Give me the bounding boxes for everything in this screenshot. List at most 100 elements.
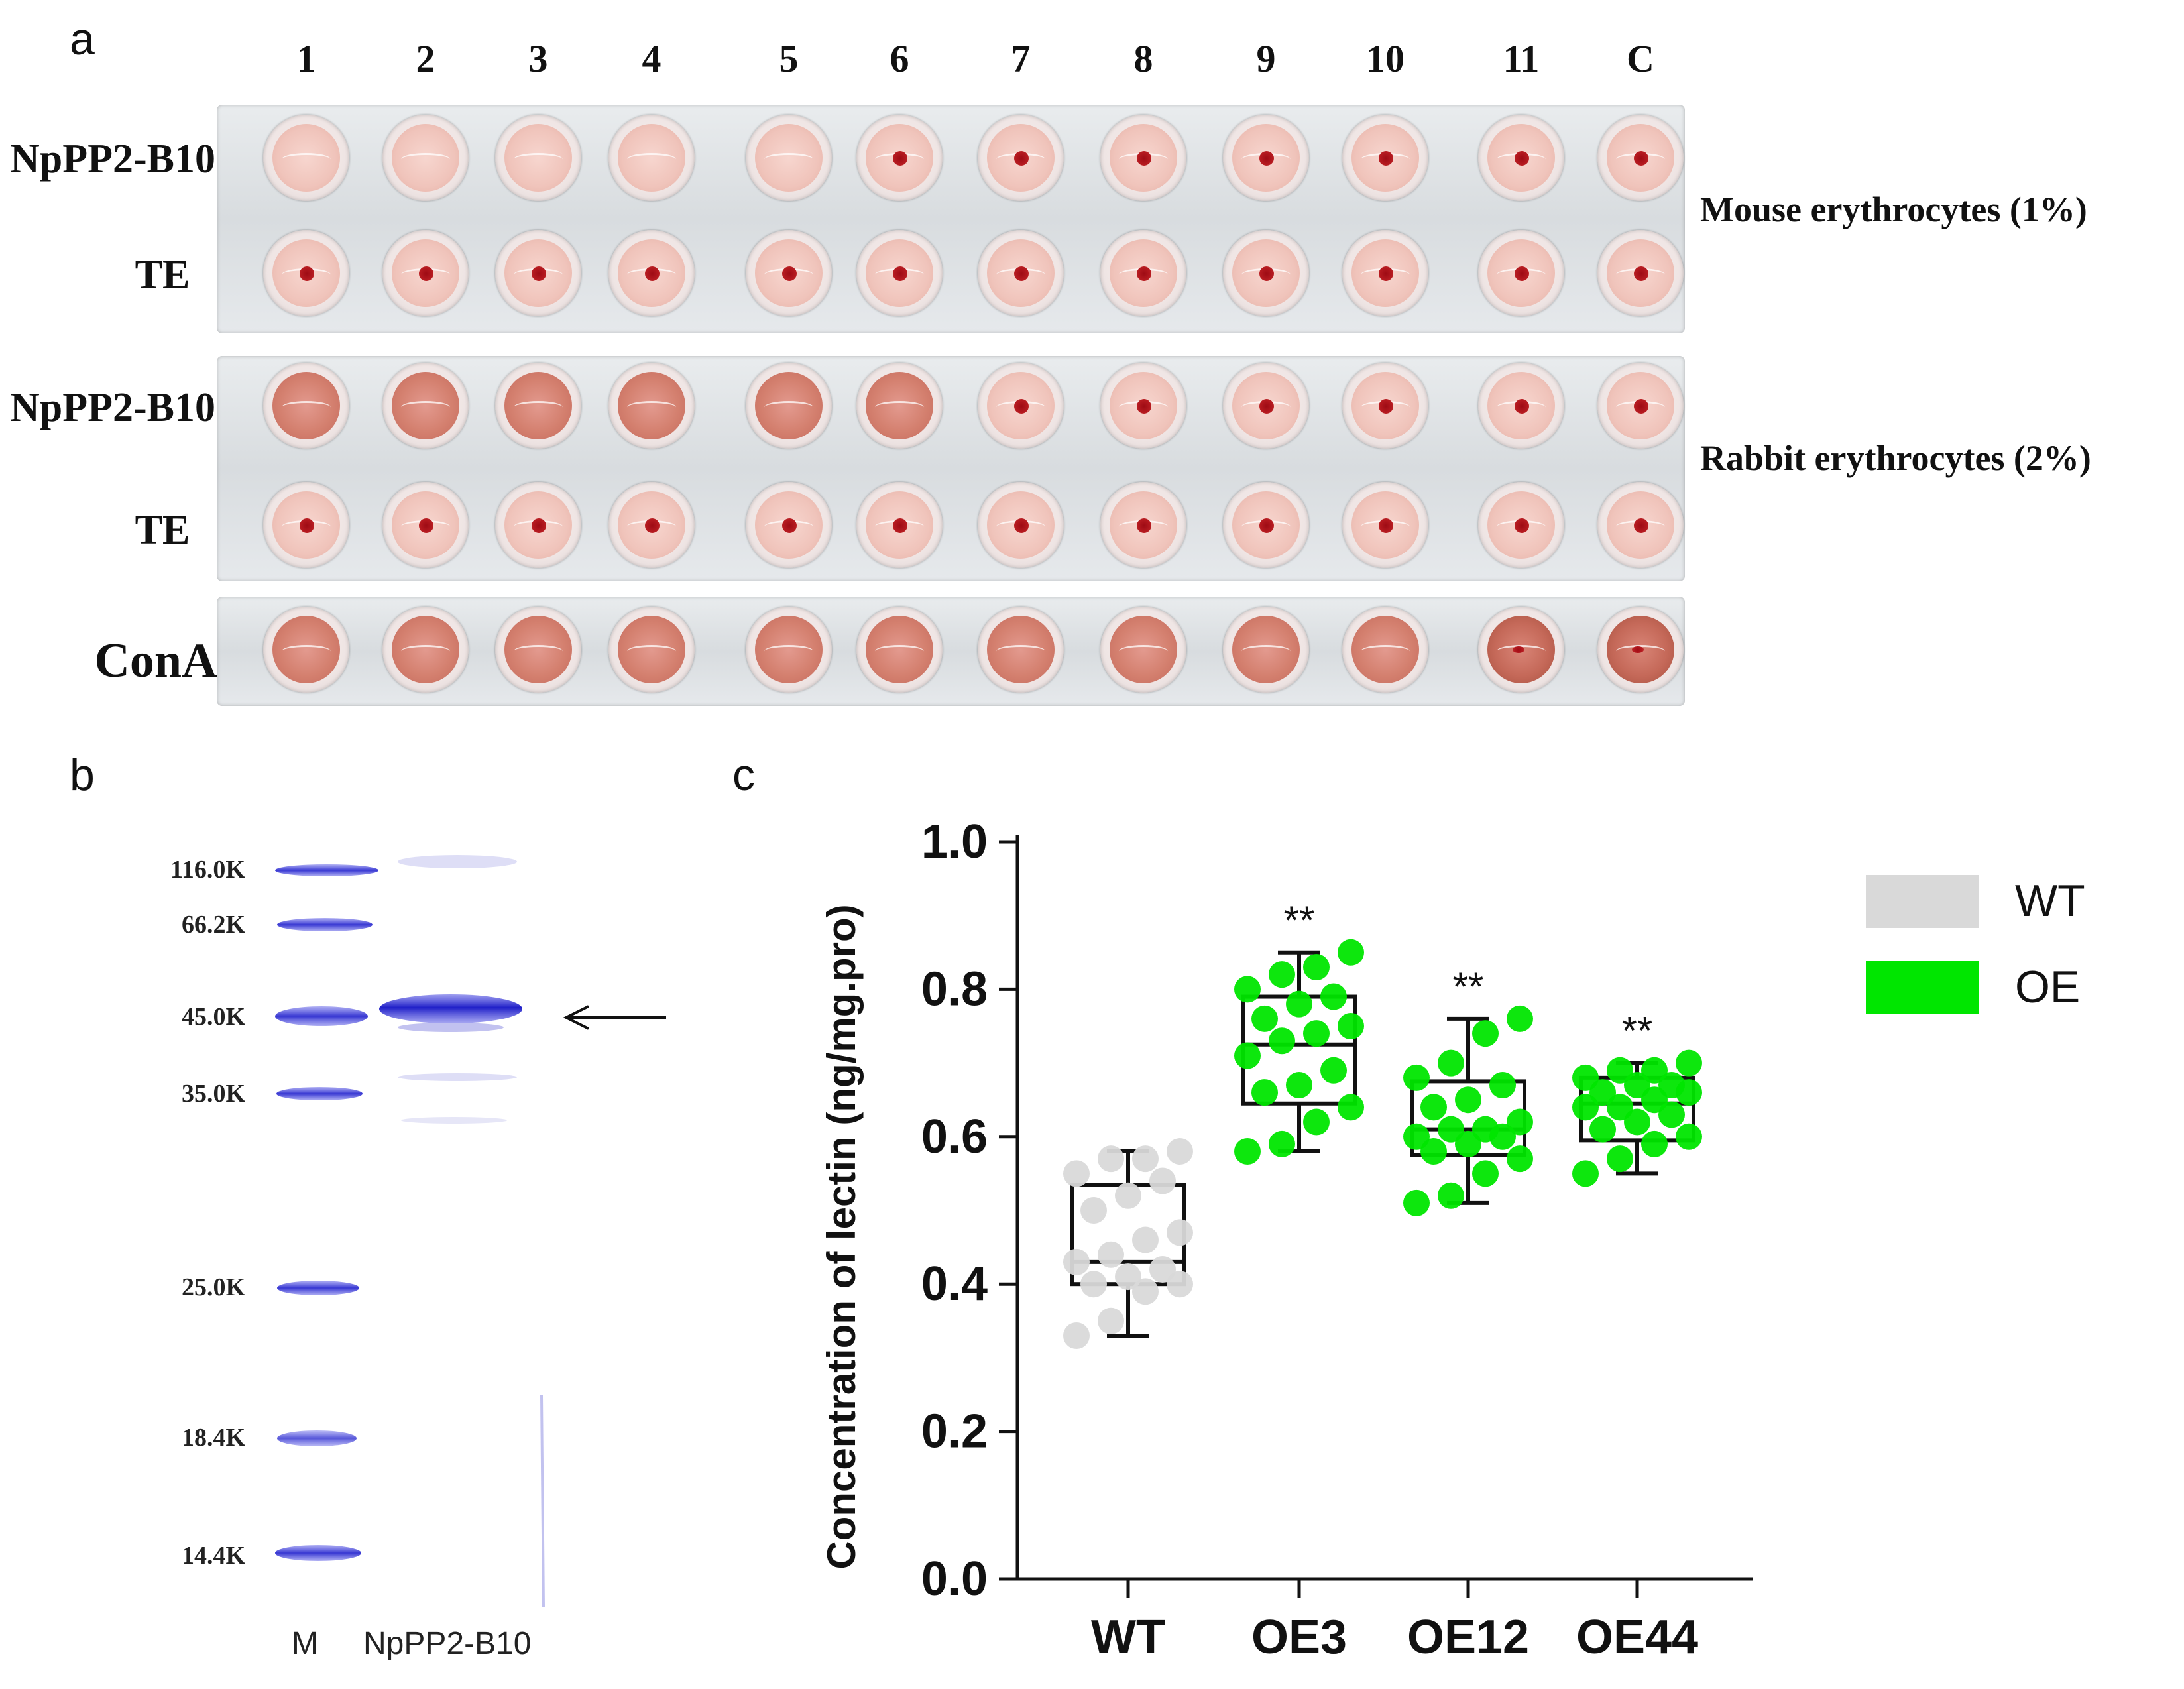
data-point-OE3 bbox=[1303, 1108, 1330, 1136]
data-point-WT bbox=[1132, 1226, 1159, 1253]
marker-band-25 bbox=[277, 1281, 359, 1295]
data-point-WT bbox=[1098, 1241, 1124, 1268]
data-point-OE44 bbox=[1589, 1116, 1616, 1143]
data-point-WT bbox=[1149, 1167, 1176, 1194]
lane-label-sample: NpPP2-B10 bbox=[363, 1626, 532, 1661]
data-point-OE44 bbox=[1607, 1057, 1633, 1084]
data-point-OE44 bbox=[1658, 1101, 1685, 1128]
data-point-OE44 bbox=[1676, 1123, 1702, 1150]
erythrocyte-button-dot bbox=[419, 266, 433, 281]
erythrocyte-button-dot bbox=[1515, 266, 1529, 281]
erythrocyte-button-dot bbox=[1379, 151, 1393, 166]
well-r2-c2 bbox=[382, 230, 469, 316]
well-r1-c9 bbox=[1223, 115, 1309, 201]
y-tick-label: 0.0 bbox=[921, 1552, 988, 1605]
well-r4-c5 bbox=[746, 482, 832, 568]
well-r5-c11 bbox=[1478, 607, 1564, 693]
significance-OE12: ** bbox=[1453, 964, 1484, 1009]
erythrocyte-button-dot bbox=[1259, 518, 1274, 533]
data-point-OE3 bbox=[1234, 1042, 1261, 1069]
data-point-OE12 bbox=[1507, 1005, 1533, 1032]
data-point-OE44 bbox=[1658, 1071, 1685, 1098]
well-r2-c1 bbox=[263, 230, 349, 316]
legend-swatch-OE bbox=[1866, 961, 1979, 1014]
column-label-9: 9 bbox=[1256, 37, 1276, 80]
data-point-WT bbox=[1149, 1255, 1176, 1283]
data-point-WT bbox=[1167, 1138, 1193, 1165]
erythrocyte-button-dot bbox=[1634, 266, 1648, 281]
marker-band-116 bbox=[275, 864, 378, 876]
data-point-WT bbox=[1132, 1278, 1159, 1305]
erythrocyte-button-dot bbox=[645, 266, 660, 281]
data-point-OE3 bbox=[1286, 1071, 1312, 1098]
erythrocyte-button-dot bbox=[1137, 399, 1151, 414]
sample-band-faint-top bbox=[398, 855, 517, 868]
data-point-OE12 bbox=[1438, 1049, 1464, 1077]
y-tick-label: 1.0 bbox=[921, 815, 988, 868]
data-point-OE3 bbox=[1338, 1094, 1364, 1121]
data-point-OE12 bbox=[1472, 1020, 1499, 1047]
x-tick-label-OE12: OE12 bbox=[1407, 1611, 1529, 1664]
well-r5-c2 bbox=[382, 607, 469, 693]
well-r1-c6 bbox=[856, 115, 943, 201]
well-r2-c3 bbox=[495, 230, 581, 316]
data-point-WT bbox=[1115, 1263, 1141, 1291]
marker-label-66: 66.2K bbox=[181, 911, 245, 939]
row-label-rabbit-te: TE bbox=[135, 508, 190, 553]
erythrocyte-button-dot bbox=[1259, 151, 1274, 166]
data-point-WT bbox=[1063, 1248, 1090, 1275]
sample-band-sub bbox=[398, 1023, 504, 1032]
well-r4-cC bbox=[1597, 482, 1684, 568]
well-r4-c6 bbox=[856, 482, 943, 568]
arrow-icon bbox=[563, 1005, 666, 1030]
data-point-OE12 bbox=[1403, 1123, 1430, 1150]
well-r5-c8 bbox=[1100, 607, 1186, 693]
data-point-OE3 bbox=[1320, 1057, 1347, 1084]
well-r2-cC bbox=[1597, 230, 1684, 316]
data-point-OE12 bbox=[1472, 1116, 1499, 1143]
data-point-OE3 bbox=[1234, 1138, 1261, 1165]
row-label-mouse-te: TE bbox=[135, 253, 190, 298]
erythrocyte-button-dot bbox=[300, 518, 314, 533]
x-tick-label-OE3: OE3 bbox=[1251, 1611, 1347, 1664]
data-point-WT bbox=[1098, 1145, 1124, 1173]
well-r2-c10 bbox=[1342, 230, 1428, 316]
data-point-OE44 bbox=[1641, 1086, 1668, 1114]
species-label-mouse: Mouse erythrocytes (1%) bbox=[1700, 190, 2087, 229]
data-point-OE12 bbox=[1403, 1064, 1430, 1091]
data-point-OE3 bbox=[1303, 954, 1330, 981]
column-label-2: 2 bbox=[416, 37, 435, 80]
y-tick-label: 0.2 bbox=[921, 1405, 988, 1458]
erythrocyte-button-dot bbox=[1515, 151, 1529, 166]
data-point-OE12 bbox=[1455, 1086, 1481, 1114]
x-tick-label-WT: WT bbox=[1091, 1611, 1165, 1664]
chart-legend: WT OE bbox=[1866, 875, 2085, 1014]
data-point-OE44 bbox=[1641, 1130, 1668, 1157]
lane-label-m: M bbox=[292, 1626, 318, 1661]
well-r5-c9 bbox=[1223, 607, 1309, 693]
well-r3-c3 bbox=[495, 363, 581, 449]
x-tick-label-OE44: OE44 bbox=[1576, 1611, 1698, 1664]
well-r2-c6 bbox=[856, 230, 943, 316]
data-point-OE12 bbox=[1507, 1108, 1533, 1136]
erythrocyte-button-dot bbox=[1137, 151, 1151, 166]
sample-band-faint-1 bbox=[398, 1073, 517, 1081]
well-r1-c10 bbox=[1342, 115, 1428, 201]
erythrocyte-button-dot bbox=[1632, 646, 1644, 653]
legend-label-WT: WT bbox=[2015, 876, 2085, 926]
well-r2-c4 bbox=[608, 230, 695, 316]
well-r5-cC bbox=[1597, 607, 1684, 693]
data-point-OE44 bbox=[1572, 1064, 1599, 1091]
erythrocyte-button-dot bbox=[1634, 151, 1648, 166]
data-point-OE44 bbox=[1641, 1057, 1668, 1084]
well-r5-c10 bbox=[1342, 607, 1428, 693]
erythrocyte-button-dot bbox=[893, 518, 907, 533]
gel-bands-svg bbox=[275, 855, 545, 1608]
well-r3-c1 bbox=[263, 363, 349, 449]
well-r3-c11 bbox=[1478, 363, 1564, 449]
data-point-OE44 bbox=[1676, 1049, 1702, 1077]
column-label-5: 5 bbox=[779, 37, 799, 80]
data-point-WT bbox=[1080, 1271, 1107, 1298]
well-r1-c8 bbox=[1100, 115, 1186, 201]
well-r3-c10 bbox=[1342, 363, 1428, 449]
